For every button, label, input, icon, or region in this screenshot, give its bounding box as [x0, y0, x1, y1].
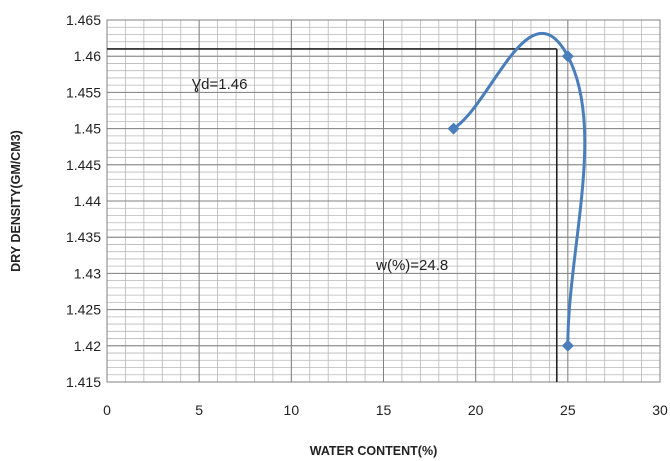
y-tick-label: 1.445 — [66, 157, 101, 173]
major-grid — [106, 19, 661, 383]
x-tick-label: 20 — [468, 402, 484, 418]
y-tick-label: 1.44 — [74, 193, 101, 209]
data-point-marker — [561, 50, 574, 63]
data-point-marker — [447, 122, 460, 135]
x-tick-label: 5 — [195, 402, 203, 418]
x-tick-label: 30 — [652, 402, 668, 418]
data-point-marker — [561, 339, 574, 352]
x-tick-label: 10 — [284, 402, 300, 418]
y-tick-label: 1.42 — [74, 338, 101, 354]
y-tick-labels: 1.415 1.42 1.425 1.43 1.435 1.44 1.445 1.45 1.45… — [66, 12, 101, 390]
y-tick-label: 1.46 — [74, 48, 101, 64]
x-tick-labels: 0 5 10 15 20 25 30 — [103, 402, 668, 418]
x-tick-label: 15 — [376, 402, 392, 418]
plot-area-frame — [106, 19, 661, 383]
annotation-label: Ɣd=1.46 — [192, 76, 248, 93]
y-tick-label: 1.425 — [66, 302, 101, 318]
y-tick-label: 1.465 — [66, 12, 101, 28]
y-tick-label: 1.43 — [74, 265, 101, 281]
x-tick-label: 0 — [103, 402, 111, 418]
y-tick-label: 1.415 — [66, 374, 101, 390]
annotations: Ɣd=1.46 w(%)=24.8 — [192, 76, 448, 274]
y-axis-title: DRY DENSITY(GM/CM3) — [9, 130, 23, 272]
series-layer — [447, 32, 587, 352]
x-axis-title: WATER CONTENT(%) — [310, 444, 438, 458]
series-line — [452, 32, 587, 346]
y-tick-label: 1.435 — [66, 229, 101, 245]
y-tick-label: 1.455 — [66, 84, 101, 100]
x-tick-label: 25 — [560, 402, 576, 418]
reference-lines — [107, 48, 558, 382]
annotation-label: w(%)=24.8 — [375, 257, 448, 274]
y-tick-label: 1.45 — [74, 121, 101, 137]
